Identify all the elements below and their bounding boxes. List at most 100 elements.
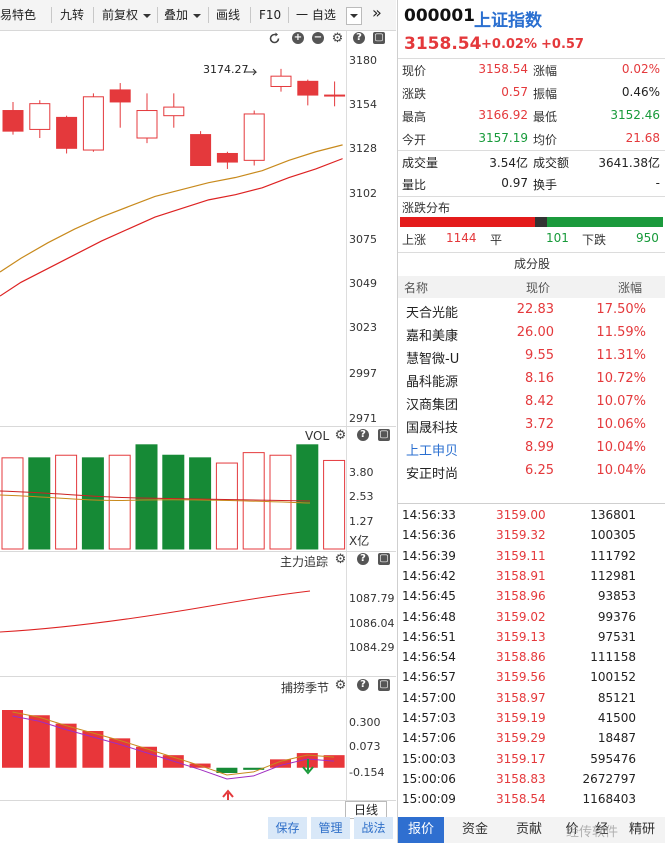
pane-divider: [0, 426, 396, 427]
vol-tick: 1.27: [349, 515, 374, 528]
constituents-title-bar: 成分股: [398, 252, 665, 276]
up-label: 上涨: [402, 233, 427, 247]
constituent-name: 安正时尚: [406, 467, 459, 482]
maximize-icon[interactable]: ▢: [373, 32, 385, 44]
trade-volume: 111792: [590, 548, 636, 563]
help-icon[interactable]: ?: [357, 429, 369, 441]
trade-time: 15:00:03: [402, 751, 456, 766]
toolbar-adjust-dropdown[interactable]: 前复权: [102, 8, 139, 22]
candlestick-chart[interactable]: [0, 31, 346, 426]
help-icon[interactable]: ?: [357, 679, 369, 691]
toolbar-f10-button[interactable]: F10: [259, 8, 282, 22]
help-icon[interactable]: ?: [357, 553, 369, 565]
trade-price: 3159.56: [496, 670, 546, 685]
tab-research[interactable]: 精研: [628, 822, 655, 837]
volume-value: 3.54亿: [489, 156, 528, 170]
tab-jing[interactable]: 经: [595, 822, 609, 837]
gear-icon[interactable]: ⚙: [334, 552, 347, 567]
chevron-down-icon[interactable]: [193, 8, 201, 22]
gear-icon[interactable]: ⚙: [334, 678, 347, 693]
flat-label: 平: [490, 233, 503, 247]
max-marker-arrow: [245, 68, 258, 76]
period-selector[interactable]: 日线: [345, 801, 387, 819]
down-label: 下跌: [582, 233, 607, 247]
refresh-icon[interactable]: [268, 32, 281, 45]
quote-value: 3152.46: [610, 108, 660, 122]
volume-bar: [55, 454, 78, 550]
strategy-button[interactable]: 战法: [354, 817, 393, 839]
tab-price[interactable]: 价: [565, 822, 579, 837]
vol-pane-title: VOL: [305, 429, 330, 443]
watchlist-dropdown-toggle[interactable]: [346, 7, 362, 25]
toolbar-divider: [208, 7, 209, 23]
gear-icon[interactable]: ⚙: [334, 428, 347, 443]
sell-signal-icon: [302, 759, 314, 775]
candle: [29, 100, 51, 139]
season-bar: [323, 755, 345, 768]
season-chart[interactable]: [0, 677, 346, 801]
price-tick: 2971: [349, 412, 377, 425]
constituent-row[interactable]: 嘉和美康 26.00 11.59%: [398, 321, 665, 344]
quote-value: 3166.92: [478, 108, 528, 122]
trade-price: 3158.97: [496, 690, 546, 705]
toolbar-more-icon[interactable]: »: [372, 3, 382, 22]
toolbar-jiuzhuan-button[interactable]: 九转: [60, 8, 85, 22]
main-force-chart[interactable]: [0, 552, 346, 676]
constituent-row[interactable]: 上工申贝 8.99 10.04%: [398, 436, 665, 459]
toolbar-draw-button[interactable]: 画线: [216, 8, 241, 22]
maximize-icon[interactable]: ▢: [378, 679, 390, 691]
volume-bar: [296, 444, 319, 550]
constituent-row[interactable]: 国晟科技 3.72 10.06%: [398, 413, 665, 436]
constituents-header: 名称 现价 涨幅: [398, 276, 665, 298]
constituent-row[interactable]: 汉商集团 8.42 10.07%: [398, 390, 665, 413]
zoom-out-icon[interactable]: −: [312, 32, 324, 44]
season-bar: [82, 731, 104, 768]
distribution-block: 涨跌分布 上涨 1144 平 101 下跌 950: [398, 196, 665, 253]
trade-volume: 112981: [590, 568, 636, 583]
amount-value: 3641.38亿: [598, 156, 660, 170]
volume-bar: [215, 462, 238, 550]
trade-time: 14:56:33: [402, 508, 456, 522]
price-tick: 3102: [349, 187, 377, 200]
zoom-in-icon[interactable]: +: [292, 32, 304, 44]
toolbar-overlay-dropdown[interactable]: 叠加: [164, 8, 189, 22]
volume-chart[interactable]: [0, 427, 346, 551]
constituent-row[interactable]: 晶科能源 8.16 10.72%: [398, 367, 665, 390]
toolbar-divider: [93, 7, 94, 23]
flat-bar: [535, 217, 547, 227]
quote-label: 振幅: [533, 87, 558, 101]
quote-value: 0.57: [501, 85, 528, 99]
trade-price: 3159.19: [496, 711, 546, 725]
trade-price: 3159.29: [496, 731, 546, 746]
volume-bar: [81, 457, 104, 550]
trade-volume: 111158: [590, 650, 636, 665]
constituent-row[interactable]: 安正时尚 6.25 10.04%: [398, 459, 665, 482]
constituent-row[interactable]: 慧智微-U 9.55 11.31%: [398, 344, 665, 367]
manage-button[interactable]: 管理: [311, 817, 350, 839]
trade-volume: 595476: [590, 751, 636, 766]
tab-quote[interactable]: 报价: [398, 817, 444, 843]
quote-label: 均价: [533, 133, 558, 147]
constituent-change: 10.06%: [596, 417, 646, 432]
chevron-down-icon[interactable]: [143, 8, 151, 22]
gear-icon[interactable]: ⚙: [331, 31, 344, 46]
up-count: 1144: [446, 231, 477, 245]
volume-bar: [28, 457, 51, 550]
help-icon[interactable]: ?: [353, 32, 365, 44]
constituent-row[interactable]: 天合光能 22.83 17.50%: [398, 298, 665, 321]
save-button[interactable]: 保存: [268, 817, 307, 839]
tab-funds[interactable]: 资金: [461, 822, 488, 837]
constituent-change: 10.07%: [596, 394, 646, 409]
toolbar-watchlist-button[interactable]: 一 自选: [296, 8, 336, 22]
constituent-change: 10.04%: [596, 463, 646, 478]
quote-panel: 000001 上证指数 3158.54 +0.02% +0.57 现价 3158.…: [397, 0, 665, 843]
toolbar-feature-button[interactable]: 易特色: [0, 8, 37, 22]
candle: [82, 93, 104, 152]
maximize-icon[interactable]: ▢: [378, 429, 390, 441]
tab-contribution[interactable]: 贡献: [515, 822, 542, 837]
stock-name[interactable]: 上证指数: [474, 11, 542, 31]
season-bar: [243, 767, 265, 770]
maximize-icon[interactable]: ▢: [378, 553, 390, 565]
ma-slow-line: [0, 158, 343, 297]
price-tick: 3128: [349, 142, 377, 155]
